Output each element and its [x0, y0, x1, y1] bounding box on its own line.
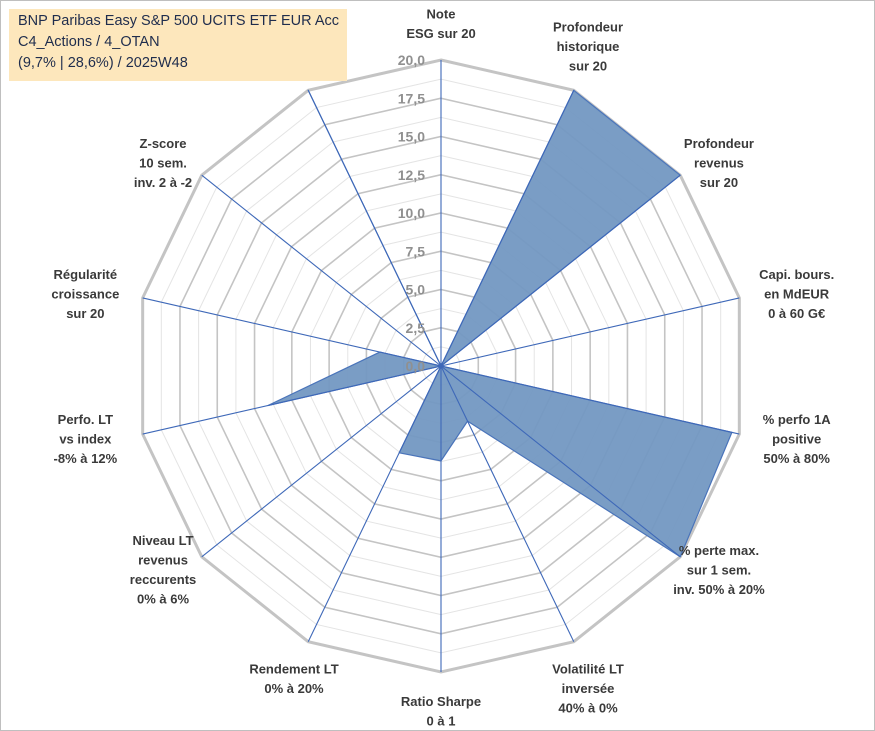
category-label-line: % perte max.	[679, 543, 759, 558]
axis-spoke	[307, 90, 442, 367]
category-label-line: Note	[427, 7, 456, 22]
category-label-line: 0% à 6%	[137, 592, 189, 607]
category-label-line: Ratio Sharpe	[401, 694, 481, 709]
category-label-line: 40% à 0%	[558, 701, 618, 716]
category-label-line: positive	[772, 432, 821, 447]
category-label-line: 10 sem.	[139, 156, 187, 171]
category-label-line: 0% à 20%	[264, 681, 324, 696]
tick-label: 20,0	[398, 52, 425, 68]
category-label-line: 0 à 1	[427, 714, 456, 729]
category-label-line: Profondeur	[684, 136, 754, 151]
category-label: % perfo 1A positive 50% à 80%	[763, 412, 832, 466]
axis-spoke	[142, 297, 442, 367]
category-label-line: historique	[557, 39, 620, 54]
category-label: Note ESG sur 20	[406, 7, 475, 42]
axis-spoke	[307, 365, 442, 642]
category-label-line: 0 à 60 G€	[768, 306, 825, 321]
radar-spokes	[142, 60, 740, 672]
category-label: Volatilité LT inversée 40% à 0%	[552, 662, 624, 716]
category-label-line: inversée	[562, 681, 615, 696]
title-fund-name: BNP Paribas Easy S&P 500 UCITS ETF EUR A…	[18, 13, 339, 29]
axis-spoke	[142, 365, 442, 435]
category-label-line: Rendement LT	[249, 662, 338, 677]
tick-label: 15,0	[398, 129, 425, 145]
category-label-line: Volatilité LT	[552, 662, 624, 677]
axis-spoke	[440, 365, 681, 558]
category-label: Z-score 10 sem. inv. 2 à -2	[134, 136, 192, 190]
tick-label: 12,5	[398, 167, 425, 183]
category-label-line: croissance	[51, 286, 119, 301]
title-box: BNP Paribas Easy S&P 500 UCITS ETF EUR A…	[9, 9, 347, 81]
category-label-line: Capi. bours.	[759, 267, 834, 282]
category-label: Profondeur revenus sur 20	[684, 136, 754, 190]
category-label-line: vs index	[59, 432, 112, 447]
category-label-line: Régularité	[54, 267, 118, 282]
category-label-line: Niveau LT	[132, 533, 193, 548]
category-label-line: % perfo 1A	[763, 412, 832, 427]
category-label: % perte max. sur 1 sem. inv. 50% à 20%	[673, 543, 765, 597]
category-label-line: -8% à 12%	[54, 451, 118, 466]
category-label: Rendement LT 0% à 20%	[249, 662, 338, 697]
tick-label: 5,0	[406, 282, 426, 298]
category-label: Capi. bours. en MdEUR 0 à 60 G€	[759, 267, 834, 321]
category-label-line: sur 20	[700, 175, 738, 190]
category-label-line: inv. 50% à 20%	[673, 582, 765, 597]
tick-label: 10,0	[398, 205, 425, 221]
category-label-line: Perfo. LT	[58, 412, 113, 427]
category-label-line: en MdEUR	[764, 286, 830, 301]
tick-label: 0,0	[406, 358, 426, 374]
category-label-line: sur 20	[66, 306, 104, 321]
axis-spoke	[440, 365, 575, 642]
category-label: Perfo. LT vs index -8% à 12%	[54, 412, 118, 466]
category-label-line: Z-score	[140, 136, 187, 151]
axis-spoke	[201, 365, 442, 558]
category-label-line: revenus	[694, 156, 744, 171]
category-label: Profondeur historique sur 20	[553, 19, 623, 73]
category-label-line: ESG sur 20	[406, 26, 475, 41]
category-label-line: inv. 2 à -2	[134, 175, 192, 190]
title-category: C4_Actions / 4_OTAN	[18, 34, 160, 50]
category-label-line: sur 1 sem.	[687, 562, 751, 577]
title-performance: (9,7% | 28,6%) / 2025W48	[18, 55, 188, 71]
category-label: Niveau LT revenus reccurents 0% à 6%	[130, 533, 196, 607]
category-label-line: sur 20	[569, 58, 607, 73]
tick-label: 2,5	[406, 320, 426, 336]
category-label-line: revenus	[138, 553, 188, 568]
tick-label: 17,5	[398, 90, 425, 106]
axis-spoke	[440, 174, 681, 367]
category-label: Régularité croissance sur 20	[51, 267, 119, 321]
category-labels: Note ESG sur 20 Profondeur historique sur 20…	[51, 7, 834, 729]
axis-spoke	[440, 365, 740, 435]
category-label-line: reccurents	[130, 572, 196, 587]
category-label: Ratio Sharpe 0 à 1	[401, 694, 481, 729]
radial-tick-labels: 0,0 2,5 5,0 7,5 10,0 12,5 15,0 17,5 20,0	[398, 52, 425, 374]
category-label-line: 50% à 80%	[763, 451, 830, 466]
axis-spoke	[440, 90, 575, 367]
category-label-line: Profondeur	[553, 19, 623, 34]
axis-spoke	[440, 297, 740, 367]
tick-label: 7,5	[406, 243, 426, 259]
axis-spoke	[201, 174, 442, 367]
